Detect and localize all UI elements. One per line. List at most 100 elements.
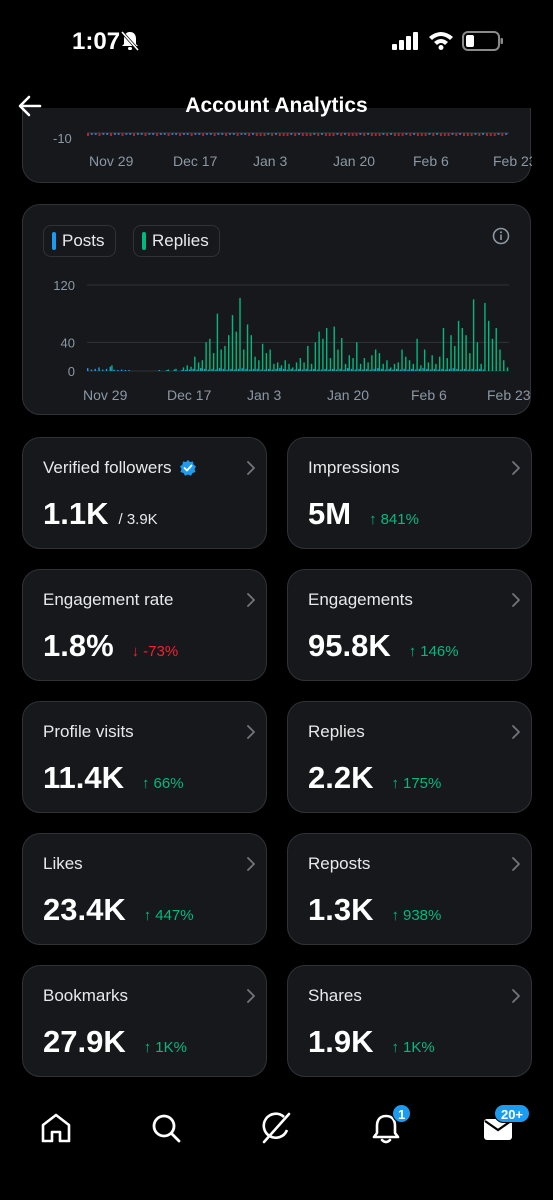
posts-bar bbox=[350, 368, 353, 371]
replies-bar bbox=[431, 355, 433, 371]
posts-bar bbox=[117, 370, 119, 371]
top-chart-bar bbox=[451, 133, 454, 135]
replies-bar bbox=[333, 326, 335, 371]
replies-swatch bbox=[142, 232, 146, 250]
replies-bar bbox=[469, 353, 471, 371]
stat-card-likes[interactable]: Likes 23.4K ↑ 447% bbox=[22, 833, 267, 945]
posts-bar bbox=[407, 369, 409, 371]
stat-value: 1.9K bbox=[308, 1024, 374, 1059]
stat-card-replies[interactable]: Replies 2.2K ↑ 175% bbox=[287, 701, 532, 813]
stat-card-shares[interactable]: Shares 1.9K ↑ 1K% bbox=[287, 965, 532, 1077]
posts-bar bbox=[305, 368, 307, 371]
stat-label-text: Profile visits bbox=[43, 722, 134, 741]
replies-bar bbox=[476, 342, 479, 371]
top-chart-bar bbox=[87, 133, 89, 136]
posts-bar bbox=[373, 368, 375, 371]
posts-bar bbox=[444, 369, 447, 371]
replies-bar bbox=[484, 302, 486, 371]
top-chart-card: -10 Nov 29 Dec 17 Jan 3 Jan 20 Feb 6 Feb 23 bbox=[22, 108, 537, 183]
top-chart-bar bbox=[470, 133, 473, 136]
posts-bar bbox=[120, 369, 123, 371]
posts-bar bbox=[418, 368, 420, 371]
replies-bar bbox=[506, 367, 509, 371]
posts-bar bbox=[290, 368, 292, 371]
replies-bar bbox=[243, 349, 245, 371]
posts-bar bbox=[241, 368, 243, 371]
top-chart-bar bbox=[129, 133, 132, 135]
posts-bar bbox=[384, 369, 387, 371]
stat-label-text: Likes bbox=[43, 854, 83, 873]
top-chart-bar bbox=[133, 133, 135, 136]
stat-label-text: Impressions bbox=[308, 458, 400, 477]
posts-bar bbox=[463, 368, 466, 371]
stat-value-row: 1.9K ↑ 1K% bbox=[308, 1024, 435, 1060]
posts-bar bbox=[252, 368, 255, 371]
stat-value: 1.1K bbox=[43, 496, 109, 531]
posts-bar bbox=[233, 369, 236, 371]
replies-bar bbox=[503, 360, 505, 371]
top-chart-x-tick: Feb 23 bbox=[493, 153, 532, 169]
replies-bar bbox=[250, 335, 253, 371]
replies-bar bbox=[378, 353, 381, 371]
stat-card-engagements[interactable]: Engagements 95.8K ↑ 146% bbox=[287, 569, 532, 681]
back-arrow-icon[interactable] bbox=[16, 92, 44, 120]
replies-bar bbox=[220, 349, 222, 371]
replies-bar bbox=[397, 362, 399, 371]
top-chart-bar bbox=[420, 133, 423, 136]
top-chart-bar bbox=[240, 133, 243, 135]
top-chart: -10 Nov 29 Dec 17 Jan 3 Jan 20 Feb 6 Feb 23 bbox=[53, 131, 537, 169]
top-chart-bar bbox=[416, 133, 419, 136]
replies-bar bbox=[337, 349, 339, 371]
posts-bar bbox=[188, 369, 191, 371]
search-icon[interactable] bbox=[146, 1108, 186, 1148]
home-icon[interactable] bbox=[36, 1108, 76, 1148]
stat-delta-value: 146% bbox=[420, 643, 459, 660]
top-chart-bar bbox=[163, 133, 166, 135]
info-icon[interactable] bbox=[492, 227, 510, 245]
posts-bar bbox=[256, 368, 258, 371]
replies-bar bbox=[303, 362, 305, 371]
stat-value-row: 23.4K ↑ 447% bbox=[43, 892, 194, 928]
top-chart-bar bbox=[232, 133, 235, 135]
arrow-up-icon: ↑ bbox=[408, 643, 417, 660]
replies-bar bbox=[352, 358, 354, 371]
stat-card-impressions[interactable]: Impressions 5M ↑ 841% bbox=[287, 437, 532, 549]
top-chart-bar bbox=[447, 133, 450, 136]
stat-delta-value: 66% bbox=[153, 775, 184, 792]
replies-bar bbox=[182, 367, 185, 371]
top-chart-bar bbox=[156, 133, 159, 136]
stat-value-row: 1.1K / 3.9K bbox=[43, 496, 158, 532]
posts-bar bbox=[422, 368, 424, 371]
stat-total: / 3.9K bbox=[118, 511, 158, 528]
stat-delta: ↑ 938% bbox=[391, 907, 441, 924]
verified-badge-icon bbox=[179, 460, 196, 476]
top-chart-bar bbox=[282, 133, 285, 136]
replies-bar bbox=[216, 313, 219, 371]
stat-card-verified-followers[interactable]: Verified followers 1.1K / 3.9K bbox=[22, 437, 267, 549]
battery-icon bbox=[462, 31, 503, 51]
top-chart-bar bbox=[228, 133, 231, 135]
top-chart-bar bbox=[182, 133, 185, 135]
posts-bar bbox=[245, 368, 247, 371]
posts-bar bbox=[316, 369, 319, 371]
grok-icon[interactable] bbox=[256, 1108, 296, 1148]
legend-replies[interactable]: Replies bbox=[133, 225, 220, 257]
chevron-right-icon bbox=[512, 857, 520, 871]
posts-bar bbox=[275, 368, 277, 371]
top-chart-bar bbox=[489, 133, 492, 136]
notifications-tab[interactable]: 1 bbox=[366, 1104, 412, 1148]
replies-bar bbox=[322, 338, 324, 371]
stat-card-reposts[interactable]: Reposts 1.3K ↑ 938% bbox=[287, 833, 532, 945]
posts-bar bbox=[433, 368, 436, 371]
messages-tab[interactable]: 20+ bbox=[478, 1104, 530, 1148]
stat-card-bookmarks[interactable]: Bookmarks 27.9K ↑ 1K% bbox=[22, 965, 267, 1077]
legend-posts[interactable]: Posts bbox=[43, 225, 116, 257]
top-chart-bar bbox=[455, 133, 458, 136]
top-chart-bar bbox=[409, 133, 412, 136]
stat-value-row: 95.8K ↑ 146% bbox=[308, 628, 459, 664]
stat-card-profile-visits[interactable]: Profile visits 11.4K ↑ 66% bbox=[22, 701, 267, 813]
top-chart-bar bbox=[152, 133, 155, 135]
posts-swatch bbox=[52, 232, 56, 250]
stat-card-engagement-rate[interactable]: Engagement rate 1.8% ↓ -73% bbox=[22, 569, 267, 681]
top-chart-bar bbox=[236, 133, 239, 136]
